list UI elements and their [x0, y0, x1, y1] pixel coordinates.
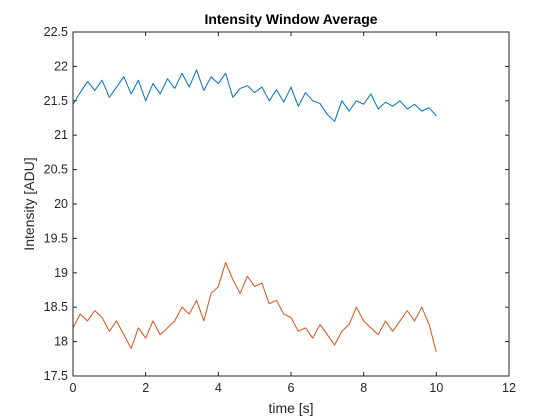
y-tick-label: 18.5 — [44, 300, 68, 314]
x-axis-ticks: 0 2 4 6 8 10 12 — [70, 32, 516, 395]
x-tick-label: 10 — [429, 381, 443, 395]
y-tick-label: 22.5 — [44, 25, 68, 39]
y-tick-label: 21 — [54, 128, 68, 142]
y-tick-label: 20 — [54, 197, 68, 211]
y-axis-label: Intensity [ADU] — [21, 157, 37, 250]
x-tick-label: 4 — [215, 381, 222, 395]
y-tick-label: 19 — [54, 266, 68, 280]
series-line-2 — [72, 261, 437, 353]
x-axis-label: time [s] — [268, 400, 313, 416]
y-tick-label: 21.5 — [44, 94, 68, 108]
x-tick-label: 6 — [288, 381, 295, 395]
y-tick-label: 18 — [54, 335, 68, 349]
y-tick-label: 22 — [54, 59, 68, 73]
y-tick-label: 17.5 — [44, 369, 68, 383]
y-tick-label: 19.5 — [44, 231, 68, 245]
x-tick-label: 2 — [142, 381, 149, 395]
x-tick-label: 12 — [502, 381, 516, 395]
series-group — [72, 69, 437, 353]
axes-box — [72, 31, 510, 377]
x-tick-label: 8 — [360, 381, 367, 395]
series-line-1 — [72, 69, 437, 122]
y-tick-label: 20.5 — [44, 163, 68, 177]
chart-title: Intensity Window Average — [204, 11, 377, 27]
plot-area — [73, 32, 509, 376]
x-tick-label: 0 — [70, 381, 77, 395]
